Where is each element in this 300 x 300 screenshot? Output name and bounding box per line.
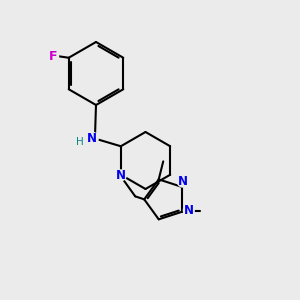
Circle shape <box>116 170 126 181</box>
Text: N: N <box>178 175 188 188</box>
Circle shape <box>183 205 194 216</box>
Circle shape <box>177 176 188 187</box>
Text: N: N <box>86 132 97 145</box>
Text: N: N <box>116 169 126 182</box>
Text: N: N <box>184 204 194 217</box>
Circle shape <box>85 132 98 145</box>
Circle shape <box>48 51 58 62</box>
Text: F: F <box>49 50 57 63</box>
Text: H: H <box>76 136 84 147</box>
